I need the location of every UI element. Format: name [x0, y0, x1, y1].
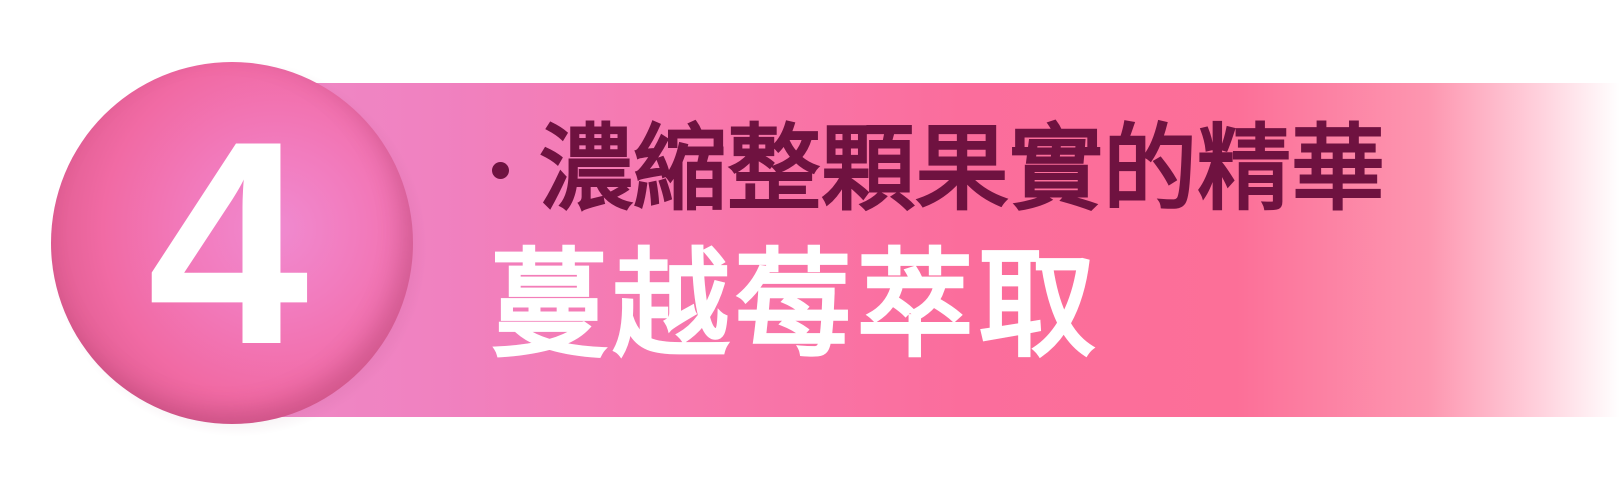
step-number: 4 — [147, 81, 309, 405]
number-badge-circle — [51, 62, 413, 424]
pink-gradient-banner — [250, 83, 1620, 417]
dot-bullet-icon — [492, 161, 509, 179]
main-title: 蔓越莓萃取 — [490, 236, 1101, 374]
subtitle-text: 濃縮整顆果實的精華 — [539, 115, 1386, 224]
subtitle-line: 濃縮整顆果實的精華 — [492, 115, 1385, 225]
